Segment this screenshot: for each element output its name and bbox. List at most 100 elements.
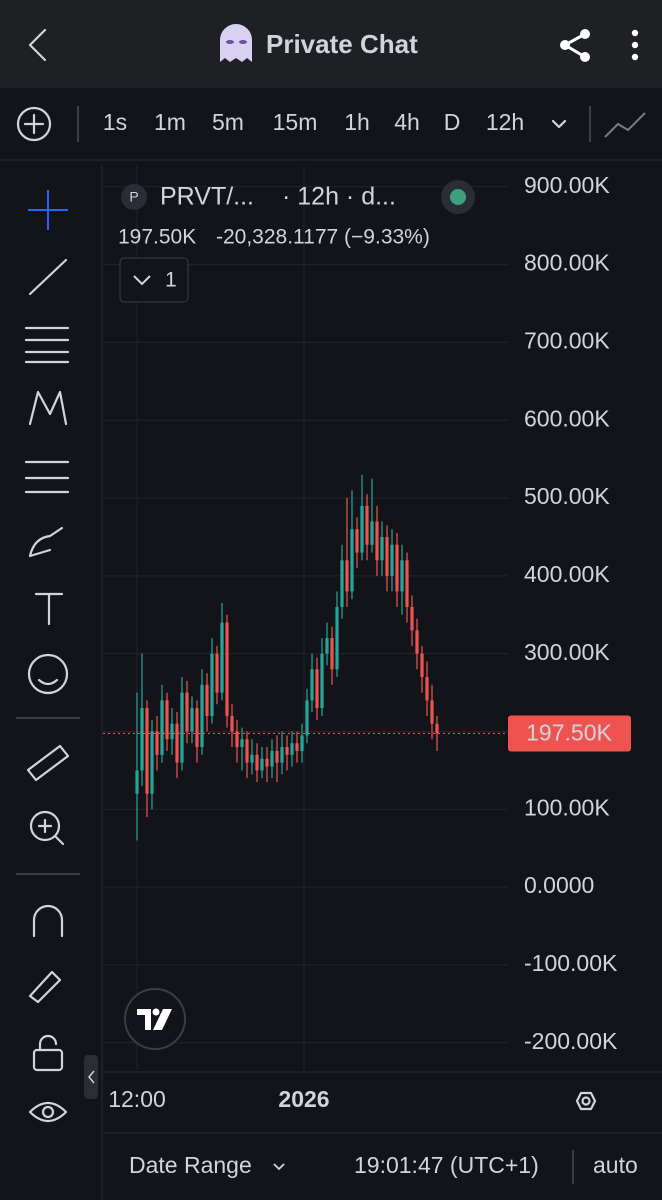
candle-body [405, 560, 409, 607]
lock-tool[interactable] [32, 1034, 64, 1072]
candle-body [205, 684, 209, 716]
legend-symbol[interactable]: PRVT/... [160, 183, 254, 211]
price-axis: 900.00K 800.00K 700.00K 600.00K 500.00K 400.0… [108, 172, 631, 1112]
interval-button[interactable]: 12h [486, 109, 524, 135]
symbol-logo-letter: P [129, 189, 138, 205]
candle-body [260, 758, 264, 771]
magnet-tool[interactable] [32, 904, 64, 938]
zoom-tool[interactable] [29, 810, 65, 846]
indicators-toggle[interactable] [119, 257, 189, 303]
candle-body [370, 521, 374, 545]
candle-body [435, 723, 439, 734]
candle-body [425, 677, 429, 701]
candle-body [295, 743, 299, 751]
y-tick-label: 0.0000 [524, 872, 594, 898]
interval-button[interactable]: 4h [394, 109, 420, 135]
share-button[interactable] [560, 29, 590, 62]
candle-body [430, 700, 434, 724]
candle-body [135, 770, 139, 794]
back-button[interactable] [28, 28, 47, 62]
candle-body [245, 739, 249, 763]
candle-body [265, 758, 269, 767]
pattern-tool[interactable] [28, 390, 68, 426]
crosshair-tool[interactable] [28, 190, 68, 230]
ruler-tool[interactable] [26, 744, 70, 782]
candle-body [165, 700, 169, 740]
x-tick-label: 2026 [278, 1086, 329, 1112]
auto-scale-button[interactable]: auto [593, 1152, 638, 1178]
y-tick-label: -100.00K [524, 950, 618, 976]
candle-body [250, 754, 254, 763]
fib-tool[interactable] [24, 326, 70, 364]
clock[interactable]: 19:01:47 (UTC+1) [354, 1152, 539, 1178]
y-tick-label: 700.00K [524, 327, 610, 353]
candle-body [415, 630, 419, 654]
collapse-toolbar-button[interactable] [84, 1055, 98, 1099]
trendline-tool[interactable] [28, 258, 68, 296]
y-tick-label: 100.00K [524, 794, 610, 820]
text-tool[interactable] [34, 592, 64, 626]
candle-body [200, 684, 204, 748]
candle-body [350, 529, 354, 592]
date-range-arrow [273, 1163, 285, 1171]
candle-body [145, 708, 149, 794]
lock-drawings-tool[interactable] [28, 970, 62, 1004]
y-tick-label: 900.00K [524, 172, 610, 198]
add-indicator-button[interactable] [16, 106, 52, 142]
candle-body [140, 708, 144, 771]
candle-body [355, 529, 359, 553]
candle-body [180, 692, 184, 763]
last-price-label: 197.50K [526, 720, 612, 746]
candle-body [360, 505, 364, 553]
brush-tool[interactable] [28, 526, 64, 558]
candle-body [155, 731, 159, 755]
interval-button[interactable]: 1m [154, 109, 186, 135]
symbol-logo [121, 184, 147, 210]
candle-body [215, 653, 219, 693]
interval-button[interactable]: 15m [273, 109, 318, 135]
candle-body [235, 731, 239, 748]
candle-body [305, 700, 309, 736]
projection-tool[interactable] [24, 460, 70, 494]
interval-button[interactable]: 1s [103, 109, 127, 135]
candle-body [280, 747, 284, 763]
interval-button[interactable]: 5m [212, 109, 244, 135]
candle-body [270, 750, 274, 767]
candle-body [225, 622, 229, 716]
visibility-tool[interactable] [28, 1101, 68, 1123]
candle-body [285, 747, 289, 755]
candle-body [340, 560, 344, 607]
candle-body [255, 754, 259, 771]
interval-button[interactable]: D [444, 109, 461, 135]
legend-interval: · 12h · d... [282, 183, 396, 211]
date-range-button[interactable]: Date Range [129, 1152, 252, 1178]
interval-dropdown[interactable] [551, 119, 567, 129]
chart-type-button[interactable] [604, 112, 646, 138]
candle-body [310, 669, 314, 701]
candle-body [395, 544, 399, 592]
last-price-badge [508, 715, 631, 752]
candle-body [160, 700, 164, 755]
y-tick-label: -200.00K [524, 1028, 618, 1054]
header-title: Private Chat [266, 29, 418, 59]
legend-price: 197.50K [118, 226, 196, 249]
candle-body [300, 735, 304, 751]
emoji-tool[interactable] [27, 653, 69, 695]
ghost-avatar [220, 24, 252, 62]
axis-settings-button[interactable] [575, 1091, 597, 1111]
candle-body [330, 638, 334, 670]
candle-body [275, 750, 279, 763]
candle-body [325, 638, 329, 654]
interval-button[interactable]: 1h [344, 109, 370, 135]
more-button[interactable] [631, 29, 639, 61]
candle-body [380, 536, 384, 561]
candle-body [195, 708, 199, 748]
legend-change: -20,328.1177 (−9.33%) [216, 226, 430, 249]
indicators-arrow [133, 275, 151, 286]
candle-body [190, 708, 194, 732]
candle-body [150, 731, 154, 794]
candle-body [240, 739, 244, 748]
tradingview-logo [124, 988, 186, 1050]
